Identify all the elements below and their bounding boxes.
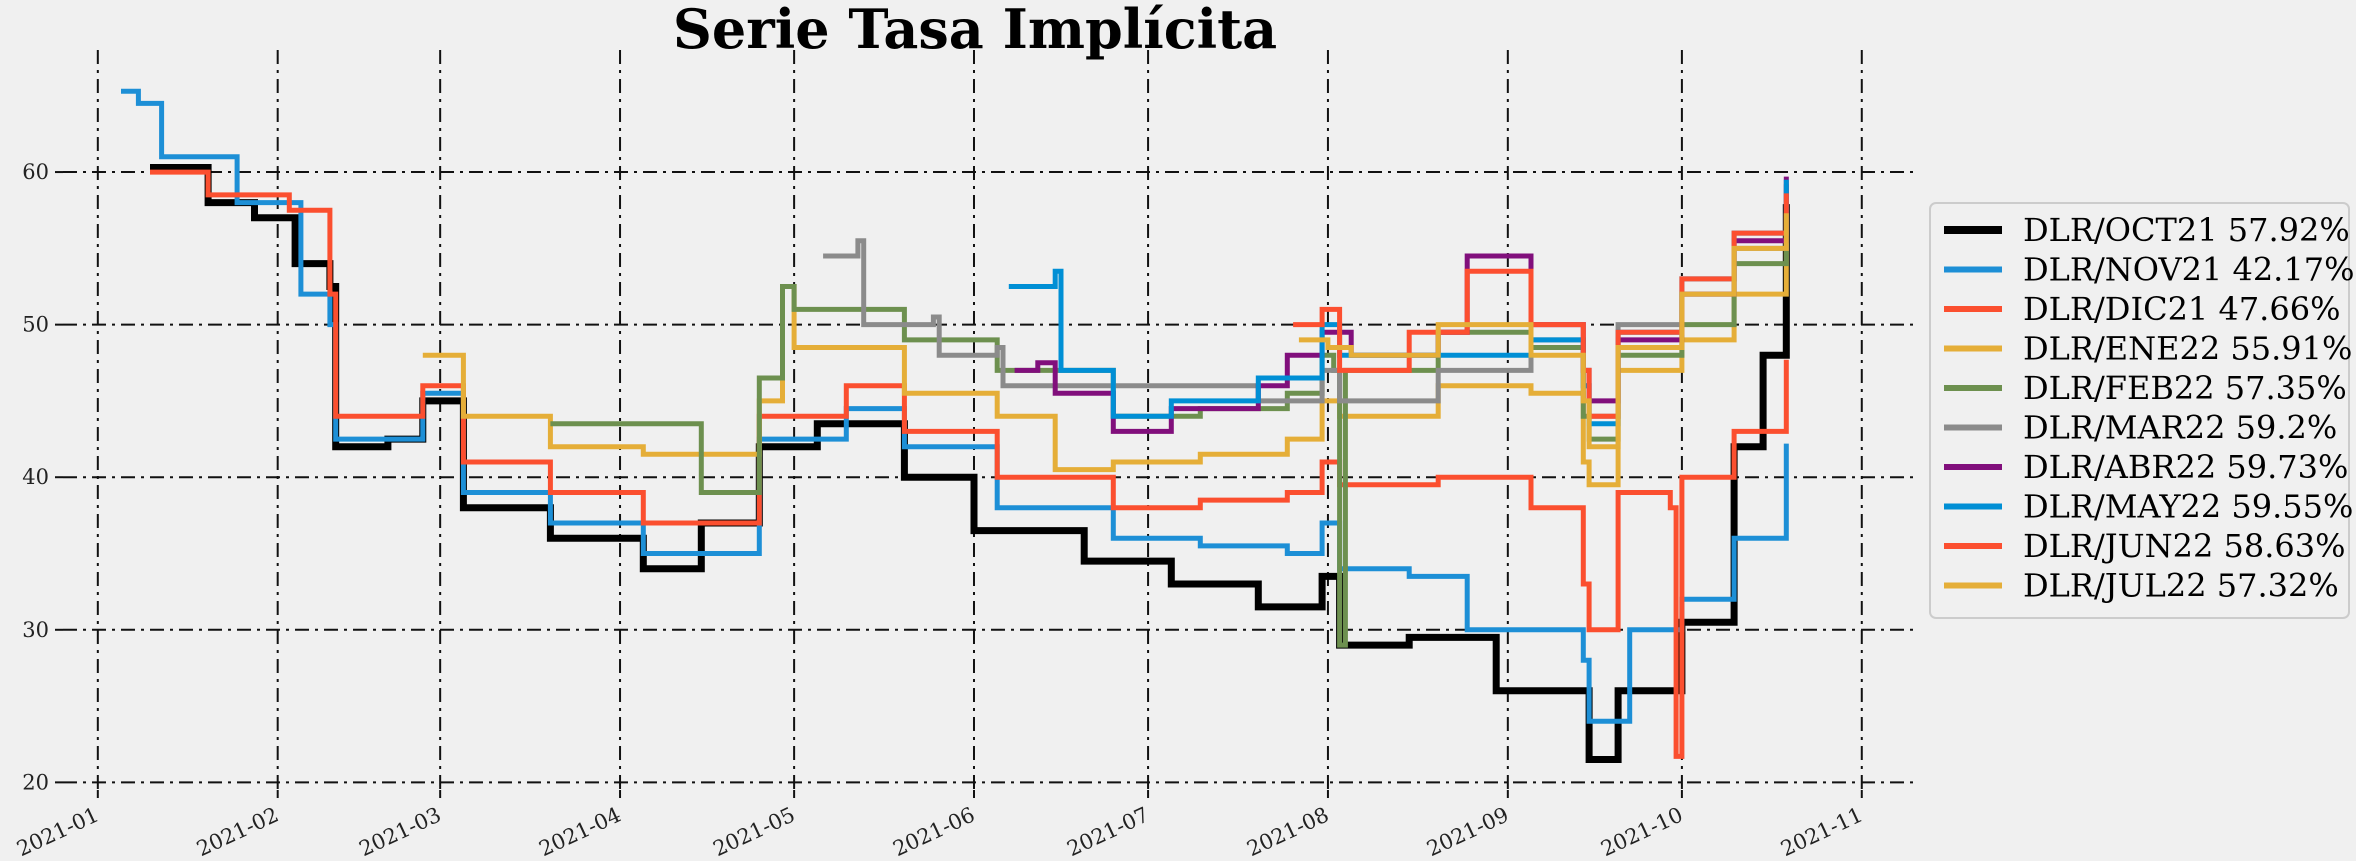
series-line — [121, 88, 1789, 724]
series-line — [823, 184, 1789, 419]
y-tick-label: 30 — [22, 618, 49, 642]
series-line — [150, 169, 1789, 759]
series-line — [1293, 193, 1789, 419]
legend-label: DLR/JUN22 58.63% — [2023, 527, 2345, 565]
series-line — [1014, 176, 1789, 434]
legend-label: DLR/MAY22 59.55% — [2023, 488, 2353, 526]
x-tick-label: 2021-11 — [1777, 803, 1866, 861]
chart-title: Serie Tasa Implícita — [673, 0, 1277, 61]
legend-label: DLR/JUL22 57.32% — [2023, 567, 2339, 605]
series-line — [1298, 213, 1789, 450]
x-tick-label: 2021-04 — [535, 803, 624, 861]
y-tick-label: 60 — [22, 160, 49, 184]
x-tick-label: 2021-07 — [1063, 803, 1152, 861]
x-tick-label: 2021-08 — [1243, 803, 1332, 861]
x-tick-label: 2021-06 — [889, 803, 978, 861]
legend-box — [1929, 202, 2350, 619]
x-tick-label: 2021-09 — [1423, 803, 1512, 861]
legend-label: DLR/NOV21 42.17% — [2023, 251, 2354, 289]
grid — [63, 50, 1914, 790]
x-tick-label: 2021-01 — [13, 803, 102, 861]
x-tick-label: 2021-05 — [709, 803, 798, 861]
y-tick-label: 50 — [22, 313, 49, 337]
legend-label: DLR/MAR22 59.2% — [2023, 409, 2337, 447]
legend-label: DLR/DIC21 47.66% — [2023, 290, 2340, 328]
y-tick-label: 40 — [22, 465, 49, 489]
x-tick-label: 2021-02 — [193, 803, 282, 861]
series-line — [150, 164, 1790, 763]
x-tick-label: 2021-03 — [355, 803, 444, 861]
legend: DLR/OCT21 57.92%DLR/NOV21 42.17%DLR/DIC2… — [1929, 202, 2354, 619]
legend-label: DLR/ENE22 55.91% — [2023, 330, 2352, 368]
legend-label: DLR/OCT21 57.92% — [2023, 211, 2350, 249]
legend-label: DLR/ABR22 59.73% — [2023, 448, 2348, 486]
x-tick-label: 2021-10 — [1597, 803, 1686, 861]
legend-label: DLR/FEB22 57.35% — [2023, 369, 2347, 407]
series-lines — [121, 88, 1790, 763]
y-tick-label: 20 — [22, 770, 49, 794]
series-line — [550, 213, 1789, 648]
